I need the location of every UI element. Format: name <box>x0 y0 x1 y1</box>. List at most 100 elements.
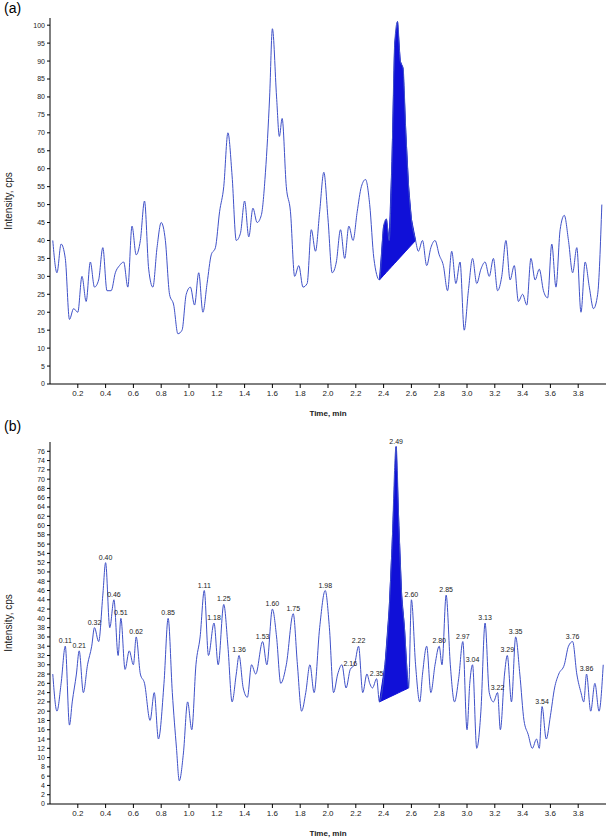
svg-text:0.62: 0.62 <box>129 628 143 635</box>
svg-text:32: 32 <box>37 652 45 659</box>
svg-text:40: 40 <box>37 237 45 244</box>
svg-text:34: 34 <box>37 643 45 650</box>
svg-text:0.8: 0.8 <box>156 809 168 818</box>
svg-text:Time, min: Time, min <box>309 409 346 418</box>
svg-text:74: 74 <box>37 457 45 464</box>
svg-text:20: 20 <box>37 708 45 715</box>
svg-text:75: 75 <box>37 111 45 118</box>
svg-text:Time, min: Time, min <box>309 829 346 838</box>
svg-text:35: 35 <box>37 255 45 262</box>
svg-text:38: 38 <box>37 624 45 631</box>
svg-text:45: 45 <box>37 219 45 226</box>
svg-text:1.53: 1.53 <box>256 633 270 640</box>
svg-text:3.4: 3.4 <box>517 809 529 818</box>
svg-text:42: 42 <box>37 606 45 613</box>
svg-text:0.51: 0.51 <box>114 609 128 616</box>
svg-text:0.46: 0.46 <box>107 591 121 598</box>
svg-text:3.04: 3.04 <box>466 656 480 663</box>
svg-text:0.21: 0.21 <box>72 642 86 649</box>
svg-text:36: 36 <box>37 633 45 640</box>
svg-text:24: 24 <box>37 689 45 696</box>
svg-text:1.98: 1.98 <box>318 582 332 589</box>
svg-text:1.18: 1.18 <box>207 614 221 621</box>
svg-text:14: 14 <box>37 736 45 743</box>
svg-text:6: 6 <box>41 773 45 780</box>
svg-text:1.2: 1.2 <box>211 809 223 818</box>
svg-text:68: 68 <box>37 485 45 492</box>
svg-text:22: 22 <box>37 698 45 705</box>
svg-text:76: 76 <box>37 448 45 455</box>
svg-text:15: 15 <box>37 327 45 334</box>
svg-text:3.8: 3.8 <box>573 389 585 398</box>
svg-text:0.2: 0.2 <box>72 809 84 818</box>
svg-text:55: 55 <box>37 183 45 190</box>
svg-text:1.2: 1.2 <box>211 389 223 398</box>
svg-text:1.8: 1.8 <box>295 389 307 398</box>
svg-text:0.6: 0.6 <box>128 809 140 818</box>
svg-text:3.0: 3.0 <box>461 389 473 398</box>
svg-text:0.8: 0.8 <box>156 389 168 398</box>
svg-text:10: 10 <box>37 345 45 352</box>
svg-text:72: 72 <box>37 466 45 473</box>
svg-text:1.25: 1.25 <box>217 595 231 602</box>
svg-text:Intensity, cps: Intensity, cps <box>8 172 14 230</box>
svg-text:1.75: 1.75 <box>286 605 300 612</box>
svg-text:95: 95 <box>37 40 45 47</box>
svg-text:2.60: 2.60 <box>405 591 419 598</box>
svg-text:30: 30 <box>37 661 45 668</box>
svg-text:3.2: 3.2 <box>489 389 501 398</box>
svg-text:80: 80 <box>37 93 45 100</box>
svg-text:70: 70 <box>37 129 45 136</box>
svg-text:3.13: 3.13 <box>478 614 492 621</box>
svg-text:2.49: 2.49 <box>389 438 403 445</box>
svg-text:2.2: 2.2 <box>350 809 362 818</box>
svg-text:3.54: 3.54 <box>535 698 549 705</box>
svg-text:56: 56 <box>37 541 45 548</box>
svg-text:1.8: 1.8 <box>295 809 307 818</box>
svg-text:0.6: 0.6 <box>128 389 140 398</box>
svg-text:4: 4 <box>41 782 45 789</box>
svg-text:28: 28 <box>37 671 45 678</box>
svg-text:3.76: 3.76 <box>566 633 580 640</box>
svg-text:0.40: 0.40 <box>99 554 113 561</box>
svg-text:70: 70 <box>37 476 45 483</box>
svg-text:48: 48 <box>37 578 45 585</box>
svg-text:2.8: 2.8 <box>434 389 446 398</box>
svg-text:3.0: 3.0 <box>461 809 473 818</box>
svg-text:0: 0 <box>41 380 45 387</box>
svg-text:12: 12 <box>37 745 45 752</box>
svg-text:26: 26 <box>37 680 45 687</box>
svg-text:0.85: 0.85 <box>161 609 175 616</box>
svg-text:0: 0 <box>41 800 45 807</box>
svg-text:3.86: 3.86 <box>580 665 594 672</box>
svg-text:1.36: 1.36 <box>232 646 246 653</box>
svg-text:16: 16 <box>37 726 45 733</box>
svg-text:2.2: 2.2 <box>350 389 362 398</box>
svg-text:50: 50 <box>37 568 45 575</box>
svg-text:10: 10 <box>37 754 45 761</box>
svg-text:0.32: 0.32 <box>88 619 102 626</box>
svg-text:46: 46 <box>37 587 45 594</box>
svg-text:90: 90 <box>37 58 45 65</box>
svg-text:2.0: 2.0 <box>322 809 334 818</box>
svg-text:3.6: 3.6 <box>545 389 557 398</box>
svg-text:65: 65 <box>37 147 45 154</box>
svg-text:0.2: 0.2 <box>72 389 84 398</box>
svg-text:2.4: 2.4 <box>378 389 390 398</box>
svg-text:2.0: 2.0 <box>322 389 334 398</box>
svg-text:1.60: 1.60 <box>266 600 280 607</box>
svg-text:30: 30 <box>37 273 45 280</box>
svg-text:50: 50 <box>37 201 45 208</box>
svg-text:40: 40 <box>37 615 45 622</box>
svg-text:1.4: 1.4 <box>239 389 251 398</box>
svg-text:52: 52 <box>37 559 45 566</box>
svg-text:58: 58 <box>37 531 45 538</box>
svg-text:1.0: 1.0 <box>183 389 195 398</box>
svg-text:3.6: 3.6 <box>545 809 557 818</box>
svg-text:44: 44 <box>37 596 45 603</box>
svg-text:25: 25 <box>37 291 45 298</box>
svg-text:3.2: 3.2 <box>489 809 501 818</box>
svg-text:20: 20 <box>37 309 45 316</box>
svg-text:Intensity, cps: Intensity, cps <box>8 594 14 652</box>
svg-text:1.6: 1.6 <box>267 389 279 398</box>
